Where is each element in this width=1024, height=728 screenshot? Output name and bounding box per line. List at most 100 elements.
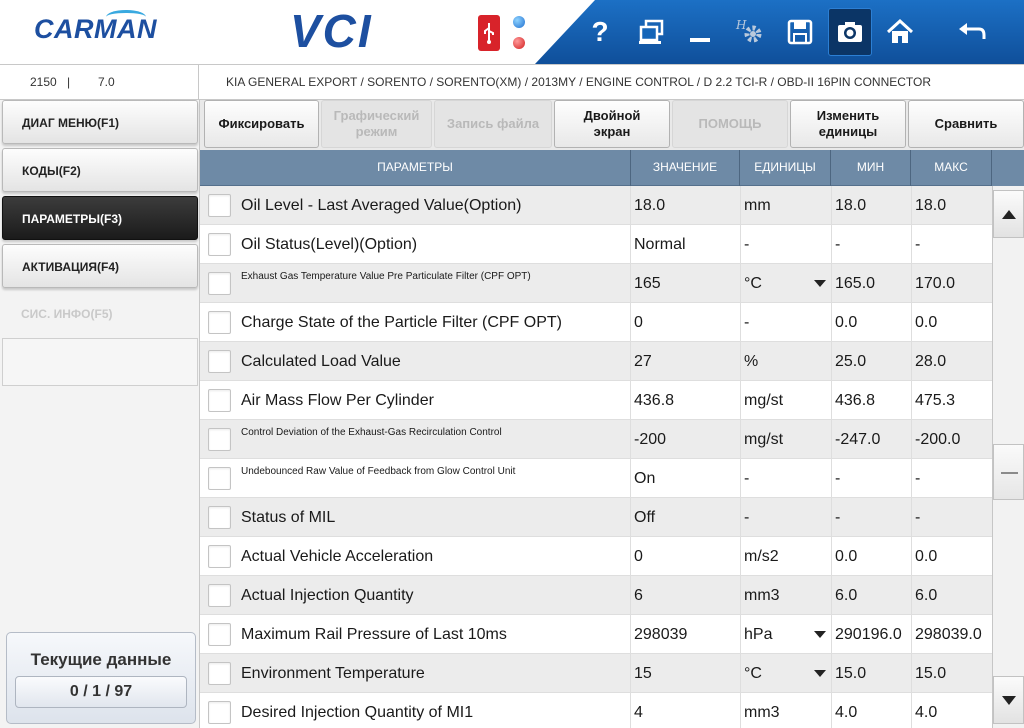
save-icon — [787, 19, 813, 45]
header-toolbar — [535, 0, 1024, 64]
change-units-button[interactable]: Изменить единицы — [790, 100, 906, 148]
row-checkbox[interactable] — [208, 545, 231, 568]
table-scrollbar[interactable] — [992, 186, 1024, 728]
parameter-name: Status of MIL — [241, 509, 336, 526]
record-file-button[interactable]: Запись файла — [434, 100, 552, 148]
parameter-max: -200.0 — [911, 420, 992, 459]
parameter-min: - — [831, 498, 911, 537]
row-checkbox[interactable] — [208, 584, 231, 607]
status-led-red-icon — [513, 37, 525, 49]
parameter-max: 298039.0 — [911, 615, 992, 654]
table-row[interactable]: Actual Injection Quantity 6 mm3 6.0 6.0 — [200, 576, 992, 615]
table-row[interactable]: Oil Level - Last Averaged Value(Option) 1… — [200, 186, 992, 225]
table-row[interactable]: Maximum Rail Pressure of Last 10ms 298039… — [200, 615, 992, 654]
parameter-value: On — [630, 459, 740, 498]
parameter-unit-text: - — [744, 509, 750, 526]
parameter-max: 4.0 — [911, 693, 992, 728]
settings-button[interactable]: H — [728, 8, 772, 56]
parameter-max: - — [911, 225, 992, 264]
parameter-unit[interactable]: °C — [740, 654, 831, 693]
parameter-max-text: - — [915, 470, 921, 487]
parameter-unit[interactable]: °C — [740, 264, 831, 303]
row-checkbox[interactable] — [208, 623, 231, 646]
parameter-value-text: 0 — [634, 548, 643, 565]
sidebar-item-parameters[interactable]: ПАРАМЕТРЫ(F3) — [2, 196, 198, 240]
table-row[interactable]: Charge State of the Particle Filter (CPF… — [200, 303, 992, 342]
row-checkbox[interactable] — [208, 272, 231, 295]
parameter-value-text: -200 — [634, 431, 667, 448]
table-row[interactable]: Desired Injection Quantity of MI1 4 mm3 4.0… — [200, 693, 992, 728]
dropdown-arrow-icon[interactable] — [814, 280, 826, 287]
parameter-min-text: 4.0 — [835, 704, 858, 721]
parameter-unit-text: m/s2 — [744, 548, 779, 565]
row-checkbox[interactable] — [208, 701, 231, 724]
parameter-max: 170.0 — [911, 264, 992, 303]
parameter-value-text: 165 — [634, 275, 661, 292]
table-row[interactable]: Calculated Load Value 27% 25.0 28.0 — [200, 342, 992, 381]
row-checkbox[interactable] — [208, 467, 231, 490]
scroll-down-button[interactable] — [993, 676, 1024, 724]
vci-logo: VCI — [290, 5, 373, 57]
table-row[interactable]: Undebounced Raw Value of Feedback from G… — [200, 459, 992, 498]
window-switch-button[interactable] — [630, 8, 674, 56]
table-row[interactable]: Actual Vehicle Acceleration 0 m/s2 0.0 0.0 — [200, 537, 992, 576]
parameter-name: Maximum Rail Pressure of Last 10ms — [241, 626, 507, 643]
sidebar-item-codes[interactable]: КОДЫ(F2) — [2, 148, 198, 192]
dropdown-arrow-icon[interactable] — [814, 631, 826, 638]
parameter-value-text: Normal — [634, 236, 686, 253]
parameter-unit-text: hPa — [744, 626, 773, 643]
parameter-min: 18.0 — [831, 186, 911, 225]
row-checkbox[interactable] — [208, 389, 231, 412]
dropdown-arrow-icon[interactable] — [814, 670, 826, 677]
carman-logo: CARMAN — [34, 10, 157, 45]
row-checkbox[interactable] — [208, 194, 231, 217]
parameters-table: ПАРАМЕТРЫ ЗНАЧЕНИЕ ЕДИНИЦЫ МИН МАКС Oil … — [200, 150, 992, 728]
breadcrumb: KIA GENERAL EXPORT / SORENTO / SORENTO(X… — [226, 75, 932, 89]
table-row[interactable]: Air Mass Flow Per Cylinder 436.8 mg/st 436.… — [200, 381, 992, 420]
row-checkbox[interactable] — [208, 233, 231, 256]
row-checkbox[interactable] — [208, 506, 231, 529]
help-text-button[interactable]: ПОМОЩЬ — [672, 100, 788, 148]
row-checkbox[interactable] — [208, 350, 231, 373]
dual-screen-button[interactable]: Двойной экран — [554, 100, 670, 148]
parameter-min-text: - — [835, 470, 841, 487]
table-row[interactable]: Oil Status(Level)(Option) Normal - - - — [200, 225, 992, 264]
minimize-button[interactable] — [678, 8, 722, 56]
parameter-value: 0 — [630, 303, 740, 342]
parameter-name: Undebounced Raw Value of Feedback from G… — [241, 466, 516, 477]
table-row[interactable]: Environment Temperature 15 °C 15.0 15.0 — [200, 654, 992, 693]
parameter-min: -247.0 — [831, 420, 911, 459]
help-button[interactable]: ? — [578, 8, 622, 56]
compare-button[interactable]: Сравнить — [908, 100, 1024, 148]
parameter-value-text: 298039 — [634, 626, 688, 643]
row-checkbox[interactable] — [208, 428, 231, 451]
row-checkbox[interactable] — [208, 311, 231, 334]
graph-mode-button[interactable]: Графический режим — [321, 100, 432, 148]
screenshot-button[interactable] — [828, 8, 872, 56]
freeze-button[interactable]: Фиксировать — [204, 100, 319, 148]
save-button[interactable] — [778, 8, 822, 56]
scroll-up-button[interactable] — [993, 190, 1024, 238]
svg-text:H: H — [735, 18, 747, 32]
home-button[interactable] — [878, 8, 922, 56]
table-row[interactable]: Exhaust Gas Temperature Value Pre Partic… — [200, 264, 992, 303]
row-checkbox[interactable] — [208, 662, 231, 685]
sidebar-item-label: АКТИВАЦИЯ(F4) — [22, 260, 119, 274]
sidebar-item-diag-menu[interactable]: ДИАГ МЕНЮ(F1) — [2, 100, 198, 144]
back-button[interactable] — [950, 8, 994, 56]
parameter-min-text: -247.0 — [835, 431, 881, 448]
sidebar-item-activation[interactable]: АКТИВАЦИЯ(F4) — [2, 244, 198, 288]
parameter-min: 290196.0 — [831, 615, 911, 654]
parameter-value-text: 6 — [634, 587, 643, 604]
sidebar-item-system-info: СИС. ИНФО(F5) — [2, 292, 198, 336]
back-icon — [959, 23, 986, 39]
parameter-value: 4 — [630, 693, 740, 728]
parameter-max: 28.0 — [911, 342, 992, 381]
scroll-thumb[interactable] — [993, 444, 1024, 500]
table-row[interactable]: Control Deviation of the Exhaust-Gas Rec… — [200, 420, 992, 459]
parameter-value-text: 15 — [634, 665, 652, 682]
settings-icon: H — [735, 18, 762, 43]
parameter-unit[interactable]: hPa — [740, 615, 831, 654]
usb-icon — [478, 15, 500, 51]
table-row[interactable]: Status of MIL Off - - - — [200, 498, 992, 537]
